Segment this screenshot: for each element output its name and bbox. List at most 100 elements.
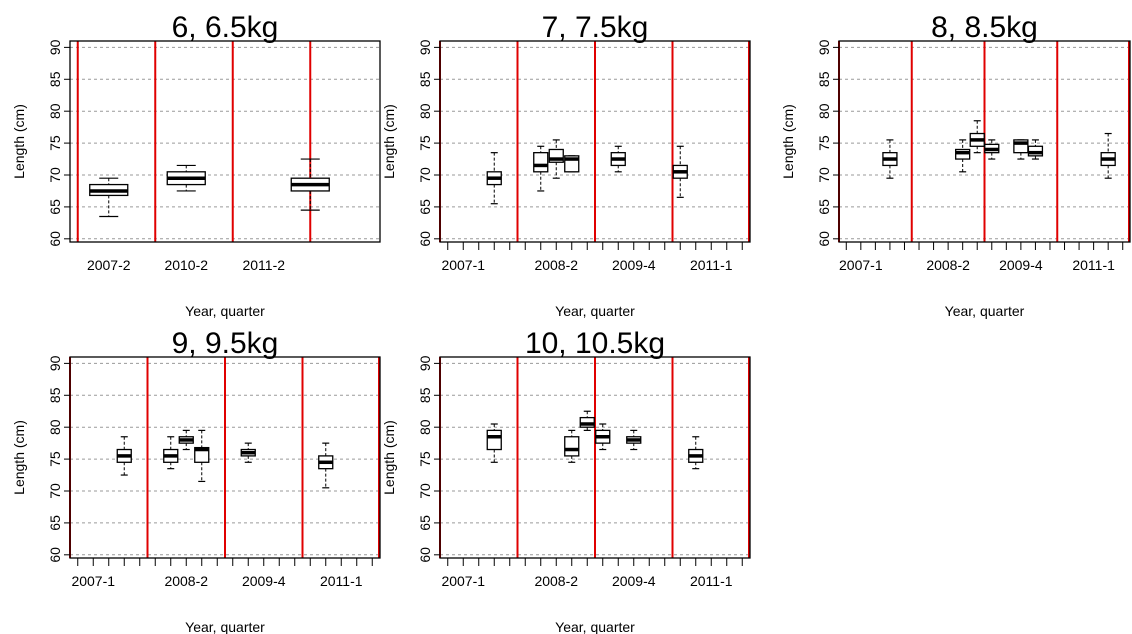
x-tick-label: 2009-4 (999, 257, 1043, 273)
chart-title: 7, 7.5kg (542, 11, 649, 44)
chart-panel-1: 60 65 70 75 80 85 90 2007-2 2010-2 2011-2 6, 6.5kg… (11, 11, 381, 319)
y-tick-label: 80 (816, 103, 832, 119)
box (533, 145, 549, 192)
y-tick-label: 85 (816, 71, 832, 87)
x-tick-label: 2009-4 (612, 573, 656, 589)
chart-title: 8, 8.5kg (931, 11, 1038, 44)
y-axis-label: Length (cm) (381, 104, 397, 179)
y-tick-label: 80 (417, 103, 433, 119)
x-tick-label: 2009-4 (612, 257, 656, 273)
box (166, 164, 206, 192)
chart-panel-5: 60 65 70 75 80 85 90 2007-1 2008-2 2009-4 2011-1 10… (381, 327, 751, 634)
y-tick-label: 80 (47, 103, 63, 119)
y-tick-label: 70 (47, 483, 63, 499)
x-tick-label: 2008-2 (534, 257, 578, 273)
box (579, 410, 595, 431)
x-axis-label: Year, quarter (555, 619, 635, 634)
box (1027, 139, 1044, 160)
y-tick-label: 65 (816, 199, 832, 215)
box (595, 423, 611, 451)
y-tick-label: 70 (816, 167, 832, 183)
y-tick-label: 60 (816, 231, 832, 247)
box-body (564, 436, 580, 457)
box (955, 139, 971, 173)
y-axis-label: Length (cm) (11, 104, 27, 179)
y-tick-label: 60 (47, 231, 63, 247)
box (1013, 139, 1029, 160)
box-body (486, 429, 502, 451)
y-tick-label: 65 (47, 199, 63, 215)
x-tick-label: 2011-1 (320, 573, 363, 589)
y-tick-label: 75 (816, 135, 832, 151)
plot-frame (69, 40, 381, 243)
y-tick-label: 90 (47, 355, 63, 371)
chart-panel-4: 60 65 70 75 80 85 90 2007-1 2008-2 2009-4 2011-1 9,… (11, 327, 381, 634)
y-tick-label: 75 (47, 135, 63, 151)
y-tick-label: 85 (47, 387, 63, 403)
x-tick-label: 2007-1 (839, 257, 883, 273)
y-tick-label: 65 (47, 515, 63, 531)
box (318, 442, 334, 489)
y-tick-label: 60 (417, 547, 433, 563)
y-tick-label: 65 (417, 515, 433, 531)
y-tick-label: 80 (417, 419, 433, 435)
box (89, 177, 129, 218)
box (882, 139, 898, 179)
chart-panel-2: 60 65 70 75 80 85 90 2007-1 2008-2 2009-4 2011-1 7,… (381, 11, 751, 319)
box (1100, 132, 1116, 179)
plot-frame (69, 356, 381, 559)
plot-frame (439, 356, 751, 559)
y-tick-label: 65 (417, 199, 433, 215)
box (564, 155, 580, 173)
box (969, 120, 985, 154)
y-tick-label: 75 (417, 135, 433, 151)
box (548, 139, 564, 179)
x-tick-label: 2011-1 (690, 573, 733, 589)
y-tick-label: 80 (47, 419, 63, 435)
x-axis-label: Year, quarter (185, 619, 265, 634)
y-tick-label: 60 (47, 547, 63, 563)
box (194, 429, 210, 483)
box (486, 423, 502, 463)
box-body (533, 152, 549, 173)
box (290, 158, 330, 211)
y-tick-label: 70 (417, 167, 433, 183)
y-tick-label: 70 (47, 167, 63, 183)
x-tick-label: 2007-1 (441, 573, 485, 589)
box (564, 429, 580, 463)
x-tick-label: 2007-2 (87, 257, 131, 273)
y-axis-label: Length (cm) (780, 104, 796, 179)
plot-frame (838, 40, 1131, 243)
chart-title: 6, 6.5kg (172, 11, 279, 44)
box (240, 442, 256, 463)
box (672, 145, 688, 198)
y-tick-label: 85 (47, 71, 63, 87)
y-axis-label: Length (cm) (381, 420, 397, 495)
chart-title: 10, 10.5kg (525, 327, 665, 360)
x-tick-label: 2008-2 (926, 257, 970, 273)
box (163, 436, 179, 470)
y-tick-label: 90 (816, 39, 832, 55)
y-tick-label: 75 (47, 451, 63, 467)
chart-panel-3: 60 65 70 75 80 85 90 2007-1 2008-2 2009-4 2011-1 8,… (780, 11, 1131, 319)
x-tick-label: 2011-2 (242, 257, 285, 273)
plot-frame (439, 40, 751, 243)
y-tick-label: 90 (417, 355, 433, 371)
y-tick-label: 75 (417, 451, 433, 467)
box (178, 429, 194, 451)
y-tick-label: 85 (417, 71, 433, 87)
x-axis-label: Year, quarter (555, 303, 635, 319)
box (486, 152, 502, 205)
y-tick-label: 90 (417, 39, 433, 55)
y-axis-label: Length (cm) (11, 420, 27, 495)
y-tick-label: 70 (417, 483, 433, 499)
x-tick-label: 2011-1 (690, 257, 733, 273)
x-tick-label: 2009-4 (242, 573, 286, 589)
box (626, 429, 642, 451)
box (984, 139, 1000, 160)
box (688, 436, 704, 470)
box (610, 145, 626, 173)
y-tick-label: 90 (47, 39, 63, 55)
box (116, 436, 132, 476)
